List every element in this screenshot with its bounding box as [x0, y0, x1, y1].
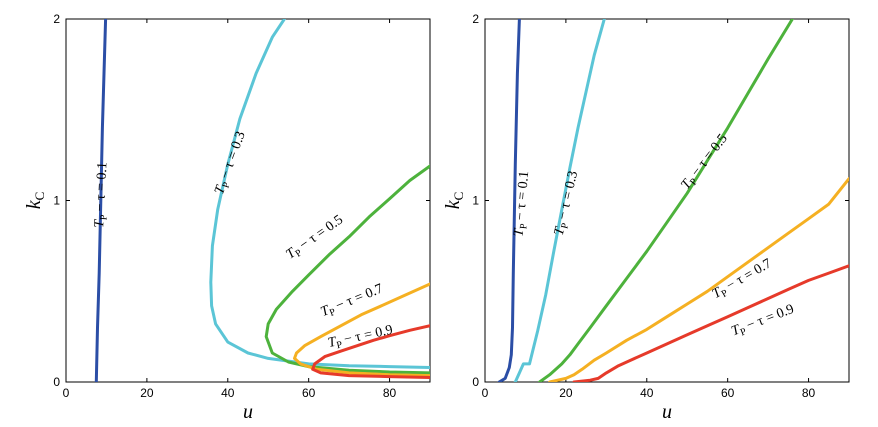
curve-label-0: TP− τ = 0.1 — [512, 170, 535, 237]
plot-area — [484, 18, 850, 383]
y-axis-label: kC — [23, 192, 47, 210]
series-line-0 — [94, 19, 108, 382]
x-tick-label: 60 — [302, 386, 316, 400]
y-axis-label-group: kC — [442, 192, 466, 210]
series-line-4 — [572, 264, 849, 382]
x-tick-label: 80 — [802, 386, 816, 400]
series-line-1 — [209, 19, 430, 369]
y-tick-label: 2 — [472, 12, 479, 26]
series-line-0 — [497, 19, 521, 382]
x-axis-label: u — [662, 401, 672, 423]
x-tick-label: 60 — [721, 386, 735, 400]
y-tick-label: 0 — [53, 375, 60, 389]
series-line-3 — [293, 282, 430, 378]
series-line-2 — [264, 164, 430, 375]
plot-area — [65, 18, 431, 383]
curve-label-text: TP− τ = 0.1 — [512, 170, 535, 237]
y-tick-label: 1 — [53, 194, 60, 208]
curve-label-text: TP− τ = 0.1 — [92, 162, 112, 229]
series-line-2 — [538, 19, 794, 382]
y-tick-label: 2 — [53, 12, 60, 26]
y-tick-label: 0 — [472, 375, 479, 389]
x-tick-label: 20 — [559, 386, 573, 400]
series-line-1 — [513, 19, 606, 382]
y-axis-label-group: kC — [23, 192, 47, 210]
x-tick-label: 20 — [140, 386, 154, 400]
curve-label-0: TP− τ = 0.1 — [92, 162, 112, 229]
x-tick-label: 0 — [63, 386, 70, 400]
x-tick-label: 80 — [383, 386, 397, 400]
y-tick-label: 1 — [472, 194, 479, 208]
x-tick-label: 0 — [482, 386, 489, 400]
y-axis-label: kC — [442, 192, 466, 210]
series-line-3 — [548, 177, 849, 382]
x-tick-label: 40 — [221, 386, 235, 400]
x-tick-label: 40 — [640, 386, 654, 400]
x-axis-label: u — [243, 401, 253, 423]
series-line-4 — [311, 324, 430, 379]
